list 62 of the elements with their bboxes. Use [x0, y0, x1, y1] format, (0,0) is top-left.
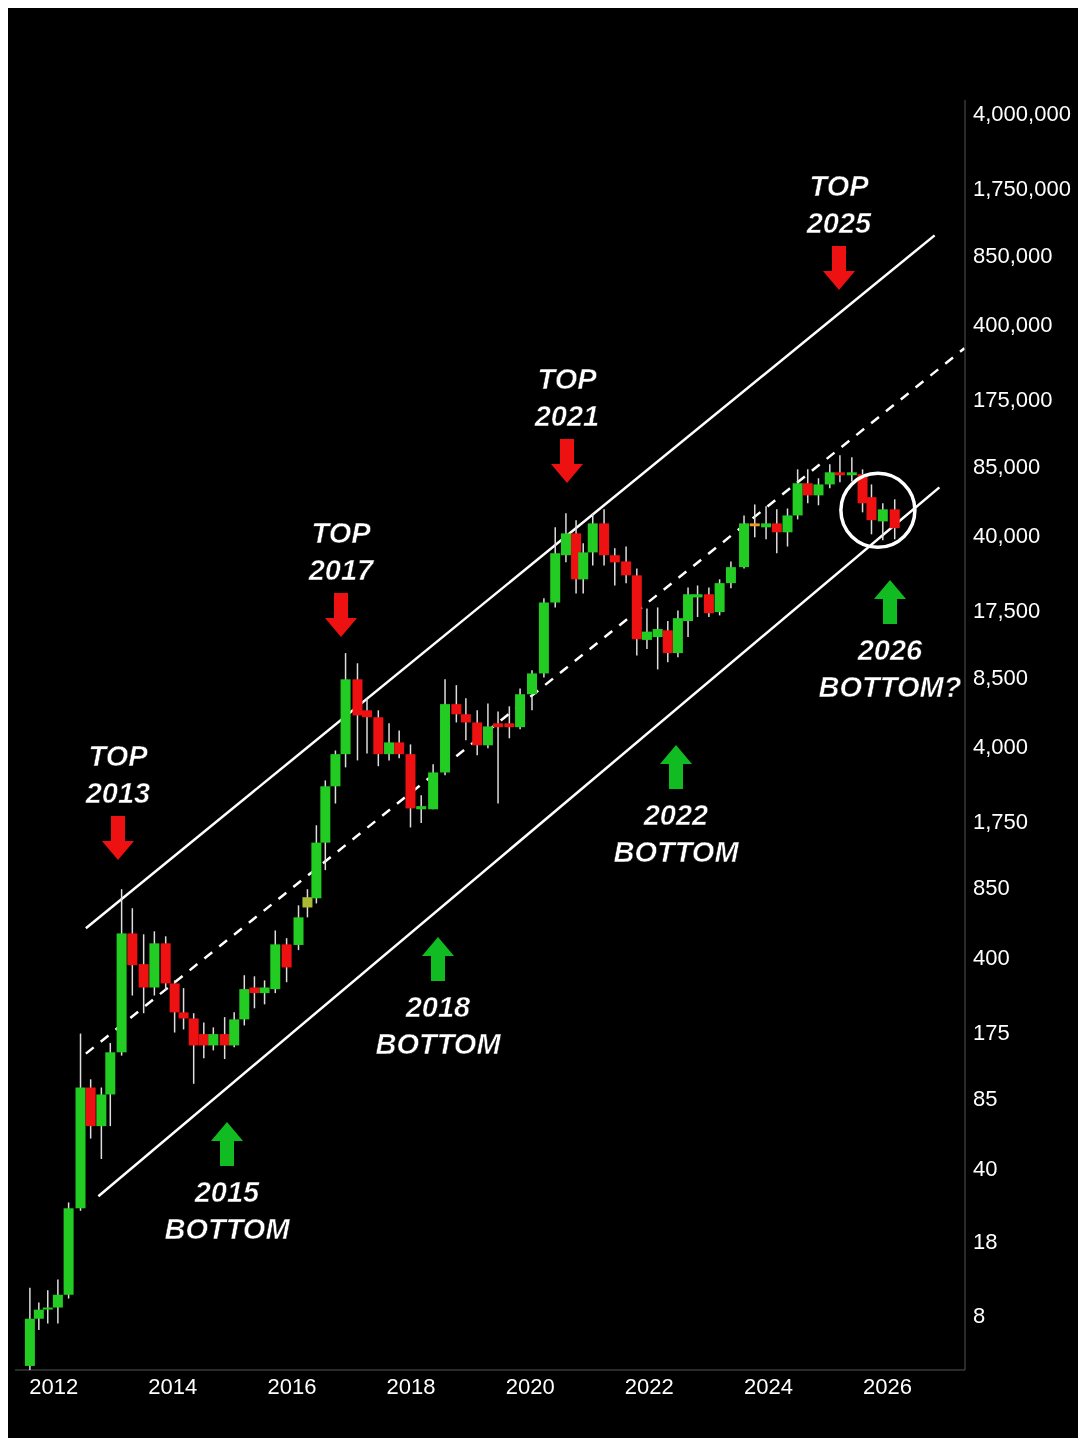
candlestick: [782, 507, 793, 548]
candlestick: [208, 1026, 219, 1052]
y-tick-label: 850: [973, 875, 1010, 901]
candlestick: [451, 684, 462, 724]
annotation: 2018 BOTTOM: [375, 991, 502, 1060]
candlestick: [249, 975, 260, 1010]
annotation: TOP 2017: [307, 517, 376, 586]
y-tick-label: 1,750,000: [973, 176, 1071, 202]
y-tick-label: 4,000: [973, 733, 1029, 759]
x-tick-label: 2022: [624, 1373, 674, 1399]
candlestick: [138, 933, 149, 1014]
y-tick-label: 8,500: [973, 664, 1029, 690]
annotation: TOP 2025: [805, 170, 873, 239]
y-tick-label: 4,000,000: [973, 100, 1071, 126]
y-tick-label: 850,000: [973, 242, 1053, 268]
y-tick-label: 85: [973, 1086, 998, 1112]
y-tick-label: 400: [973, 944, 1010, 970]
candlestick: [725, 560, 736, 590]
x-tick-label: 2016: [267, 1373, 317, 1399]
x-tick-label: 2014: [148, 1373, 198, 1399]
candlestick: [877, 502, 888, 541]
candlestick: [834, 454, 845, 483]
candlestick: [281, 937, 292, 983]
annotation: 2026 BOTTOM?: [818, 634, 962, 703]
candlestick: [824, 463, 835, 490]
y-tick-label: 40: [973, 1155, 998, 1181]
candlestick: [889, 498, 900, 540]
y-tick-label: 18: [973, 1228, 998, 1254]
candlestick: [771, 508, 782, 554]
candlestick: [52, 1278, 63, 1325]
y-tick-label: 8: [973, 1303, 986, 1329]
candlestick: [703, 586, 714, 618]
x-tick-label: 2020: [505, 1373, 555, 1399]
candlestick: [472, 709, 483, 756]
candlestick: [482, 702, 493, 750]
candlestick: [662, 620, 673, 664]
annotation: 2015 BOTTOM: [164, 1176, 291, 1245]
y-tick-label: 400,000: [973, 311, 1053, 337]
candlestick: [416, 794, 427, 824]
candlestick: [460, 697, 471, 741]
y-tick-label: 175,000: [973, 387, 1053, 413]
candlestick: [394, 729, 405, 760]
x-tick-label: 2026: [863, 1373, 913, 1399]
candlestick: [813, 477, 824, 507]
candlestick: [802, 468, 813, 505]
y-tick-label: 1,750: [973, 809, 1029, 835]
y-tick-label: 17,500: [973, 598, 1041, 624]
y-tick-label: 175: [973, 1020, 1010, 1046]
candlestick: [526, 669, 537, 712]
y-tick-label: 40,000: [973, 522, 1041, 548]
candlestick: [302, 888, 313, 919]
x-tick-label: 2024: [743, 1373, 793, 1399]
candlestick: [761, 505, 772, 540]
candlestick: [749, 503, 760, 539]
annotation: TOP 2021: [533, 363, 600, 432]
x-tick-label: 2012: [29, 1373, 79, 1399]
annotation: TOP 2013: [84, 740, 151, 809]
candlestick: [384, 722, 395, 762]
candlestick: [846, 456, 857, 483]
annotation: 2022 BOTTOM: [613, 799, 740, 868]
y-tick-label: 85,000: [973, 453, 1041, 479]
x-tick-label: 2018: [386, 1373, 436, 1399]
